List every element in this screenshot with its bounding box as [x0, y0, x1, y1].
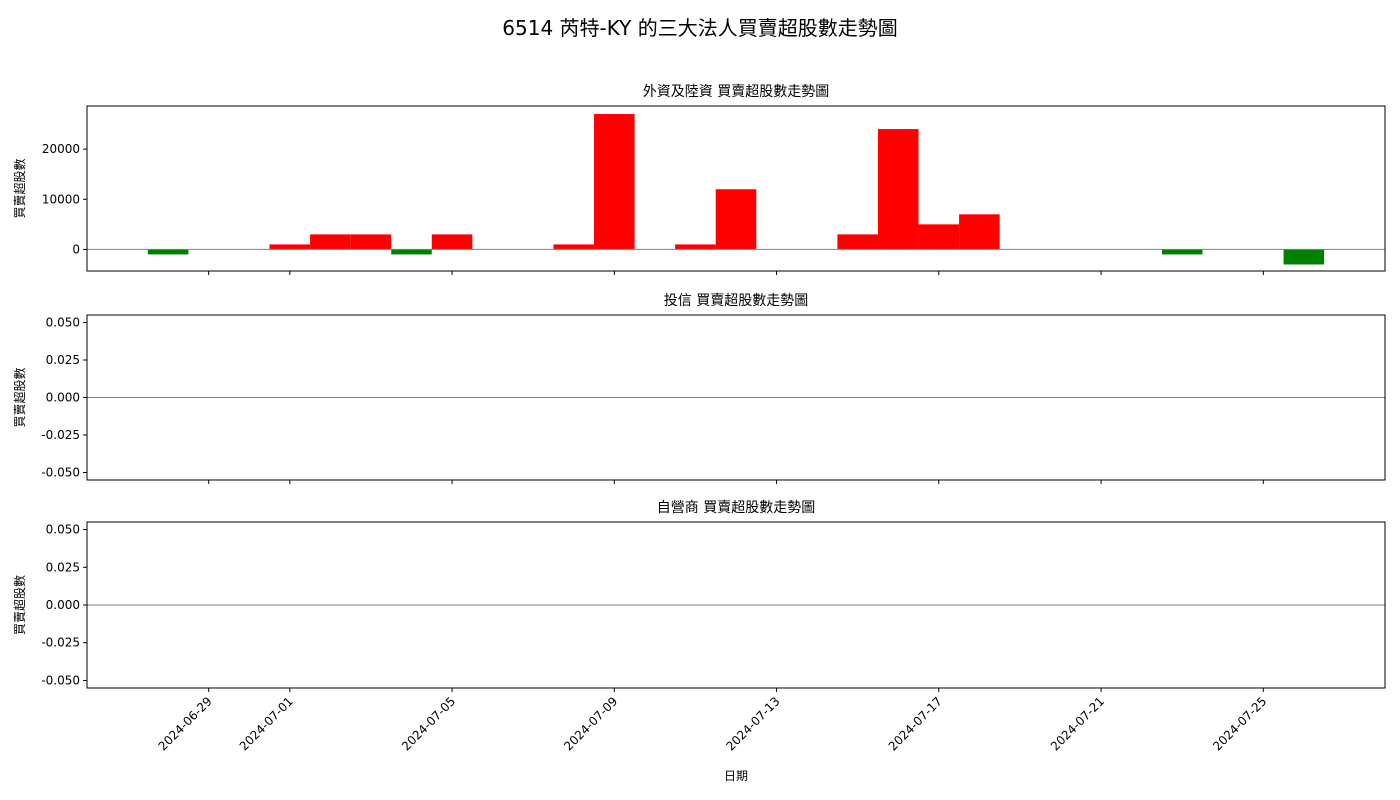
y-tick-label: -0.025 [41, 428, 80, 442]
bar [837, 234, 878, 250]
bar [553, 244, 595, 250]
y-tick-label: 0.000 [46, 391, 80, 405]
y-tick-label: 0 [72, 242, 80, 256]
y-axis-label: 買賣超股數 [12, 367, 27, 427]
bar [391, 249, 432, 255]
x-tick-label: 2024-07-01 [237, 694, 296, 753]
x-tick-label: 2024-07-25 [1210, 694, 1269, 753]
x-tick-label: 2024-07-17 [886, 694, 945, 753]
x-tick-label: 2024-06-29 [156, 694, 215, 753]
y-tick-label: -0.050 [41, 673, 80, 687]
bar [1283, 249, 1325, 265]
x-tick-label: 2024-07-05 [399, 694, 458, 753]
bar [877, 129, 919, 250]
y-tick-label: 0.025 [46, 560, 80, 574]
bar [147, 249, 189, 255]
x-tick-label: 2024-07-21 [1048, 694, 1107, 753]
y-tick-label: 10000 [42, 192, 80, 206]
x-tick-label: 2024-07-09 [561, 694, 620, 753]
y-tick-label: -0.050 [41, 466, 80, 480]
x-axis-label: 日期 [724, 769, 748, 783]
subplot-title: 自營商 買賣超股數走勢圖 [657, 500, 815, 516]
bar [918, 224, 960, 250]
bar [269, 244, 311, 250]
x-tick-label: 2024-07-13 [723, 694, 782, 753]
y-tick-label: 20000 [42, 142, 80, 156]
bar [675, 244, 716, 250]
bar [310, 234, 351, 250]
bar [594, 114, 635, 250]
y-tick-label: -0.025 [41, 636, 80, 650]
subplot-title: 外資及陸資 買賣超股數走勢圖 [643, 84, 829, 100]
bar [715, 189, 757, 250]
y-axis-label: 買賣超股數 [12, 575, 27, 635]
y-tick-label: 0.000 [46, 598, 80, 612]
bar [959, 214, 1000, 250]
bar [1161, 249, 1203, 255]
y-axis-label: 買賣超股數 [12, 158, 27, 218]
y-tick-label: 0.050 [46, 316, 80, 330]
y-tick-label: 0.025 [46, 353, 80, 367]
subplot-title: 投信 買賣超股數走勢圖 [664, 293, 808, 309]
bar [350, 234, 392, 250]
bar [431, 234, 473, 250]
y-tick-label: 0.050 [46, 523, 80, 537]
figure-title: 6514 芮特-KY 的三大法人買賣超股數走勢圖 [502, 16, 898, 40]
axes-frame [86, 105, 1386, 272]
